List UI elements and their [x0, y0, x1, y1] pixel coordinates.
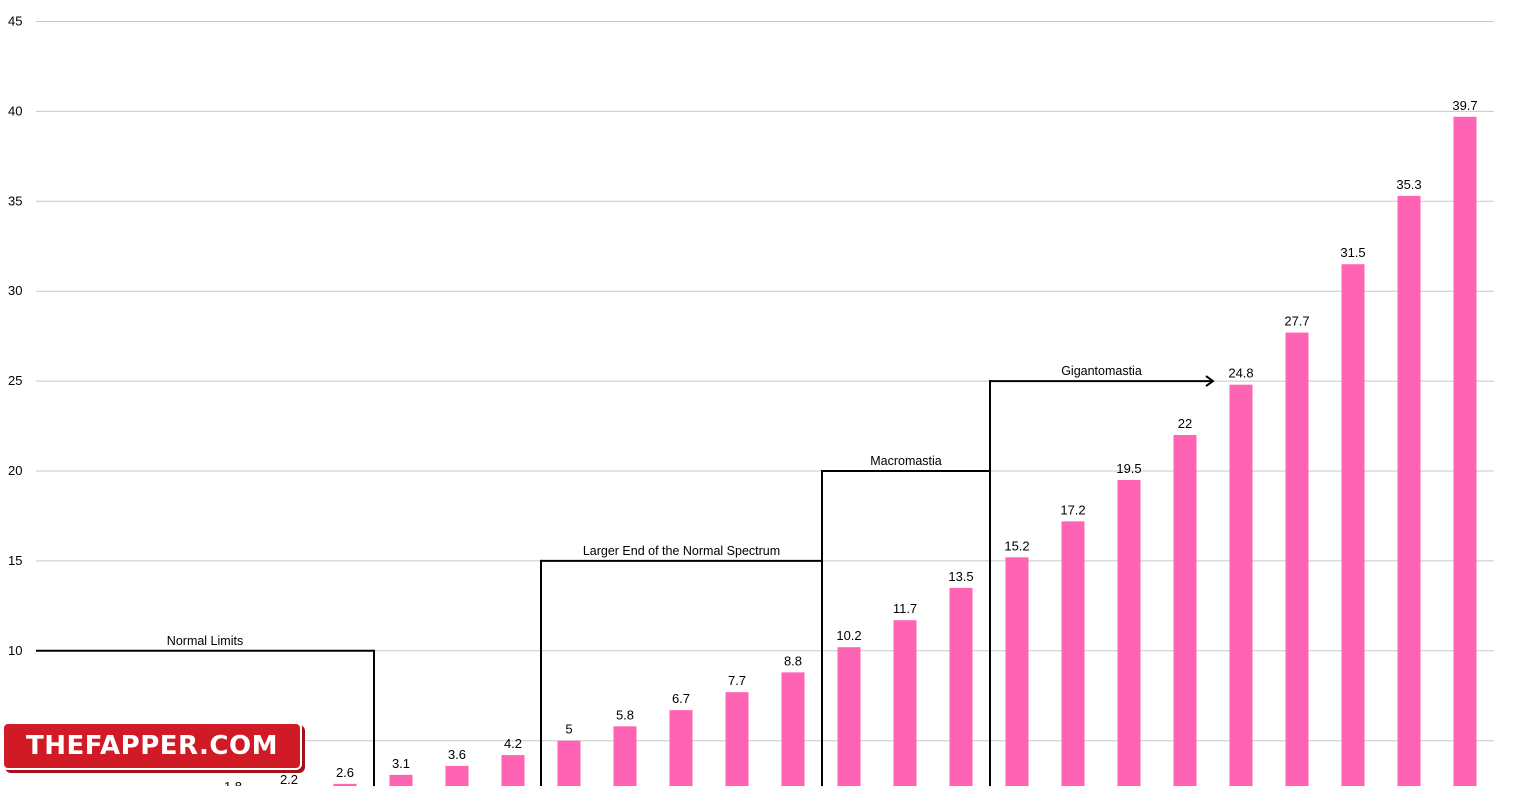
bar: [557, 740, 581, 786]
bar: [1173, 435, 1197, 786]
bar-value-label: 31.5: [1340, 245, 1365, 260]
bar: [1285, 332, 1309, 786]
bar-value-label: 11.7: [893, 601, 917, 616]
y-tick-label: 35: [8, 193, 22, 208]
bar: [781, 672, 805, 786]
bar-value-label: 19.5: [1116, 461, 1141, 476]
bar: [1453, 116, 1477, 786]
category-annotations: Normal Limits Larger End of the Normal Sp…: [36, 364, 1215, 786]
bar-value-label: 4.2: [504, 736, 522, 751]
bar-value-label: 22: [1178, 416, 1192, 431]
bar-value-label: 8.8: [784, 653, 802, 668]
bar-value-label: 6.7: [672, 691, 690, 706]
bar-value-label: 2.2: [280, 772, 298, 786]
y-tick-label: 15: [8, 553, 22, 568]
bar-value-label: 13.5: [948, 569, 973, 584]
bar-value-label: 35.3: [1396, 177, 1421, 192]
annotation-label: Larger End of the Normal Spectrum: [583, 544, 780, 558]
annotation-label: Macromastia: [870, 454, 942, 468]
bar-value-label: 1.8: [224, 779, 242, 786]
bar: [1005, 557, 1029, 786]
bars: [333, 116, 1477, 786]
bar: [389, 774, 413, 786]
bar: [1229, 384, 1253, 786]
y-tick-label: 45: [8, 14, 22, 29]
bar: [1061, 521, 1085, 786]
bar: [501, 755, 525, 786]
watermark-logo: THEFAPPER.COM: [2, 722, 302, 770]
bar: [445, 765, 469, 786]
y-tick-label: 20: [8, 463, 22, 478]
bar-value-label: 10.2: [836, 628, 861, 643]
bar-value-label: 5: [565, 722, 572, 737]
bar: [837, 647, 861, 786]
bar-value-label: 3.1: [392, 756, 410, 771]
y-axis-ticks: 10 15 20 25 30 35 40 45: [8, 14, 22, 658]
bar: [669, 710, 693, 786]
bar-value-labels: 1.5 1.8 2.2 2.6 3.1 3.6 4.2 5 5.8 6.7 7.7 8.8 10.2 11…: [168, 98, 1478, 786]
arrow-head: [1205, 375, 1215, 387]
bar: [1397, 195, 1421, 786]
bar: [949, 587, 973, 786]
bar-value-label: 39.7: [1452, 98, 1477, 113]
bar: [1341, 264, 1365, 786]
annotation-label: Gigantomastia: [1061, 364, 1142, 378]
annotation-bracket: Gigantomastia: [989, 364, 1215, 786]
bar-value-label: 27.7: [1284, 314, 1309, 329]
bar-value-label: 15.2: [1004, 538, 1029, 553]
bar-value-label: 1.5: [168, 785, 186, 786]
bar-value-label: 7.7: [728, 673, 746, 688]
y-tick-label: 25: [8, 373, 22, 388]
bar-value-label: 3.6: [448, 747, 466, 762]
bar-value-label: 24.8: [1228, 366, 1253, 381]
watermark-text: THEFAPPER.COM: [26, 731, 278, 761]
bar-value-label: 17.2: [1060, 502, 1085, 517]
annotation-label: Normal Limits: [167, 634, 243, 648]
bar-value-label: 2.6: [336, 765, 354, 780]
bar: [1117, 479, 1141, 786]
y-tick-label: 10: [8, 643, 22, 658]
bar: [725, 692, 749, 786]
y-tick-label: 40: [8, 103, 22, 118]
y-tick-label: 30: [8, 283, 22, 298]
bar: [893, 620, 917, 786]
bar: [613, 726, 637, 786]
gridlines: [36, 21, 1494, 742]
bar-value-label: 5.8: [616, 707, 634, 722]
annotation-bracket: Normal Limits: [36, 634, 375, 786]
bar: [333, 783, 357, 786]
